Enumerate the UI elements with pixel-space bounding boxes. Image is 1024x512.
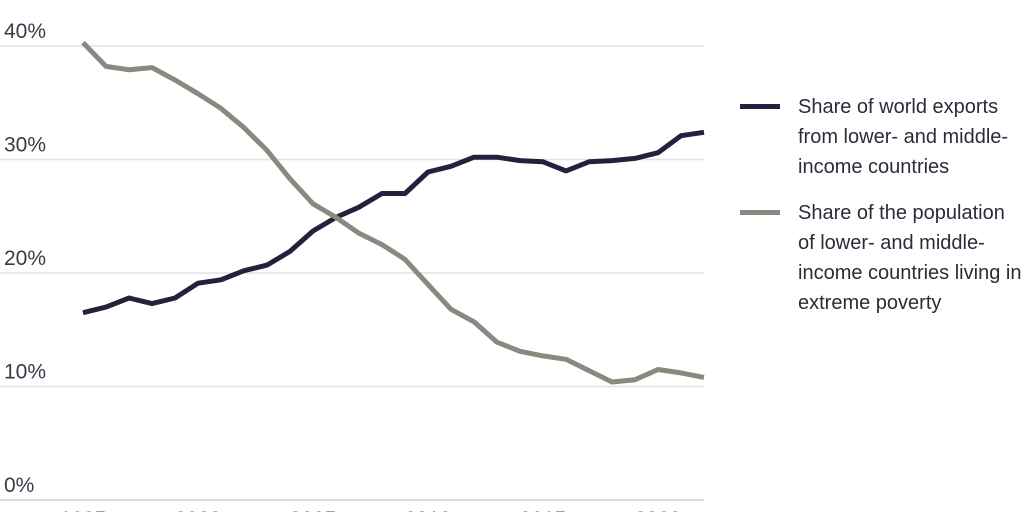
x-tick-label-2015: 2015 xyxy=(520,508,567,512)
legend-swatch-poverty xyxy=(740,210,780,215)
legend-item-exports: Share of world exports from lower- and m… xyxy=(740,92,1024,182)
series-line-exports xyxy=(82,129,705,316)
x-tick-label-1995: 1995 xyxy=(60,508,107,512)
y-tick-label-10: 10% xyxy=(4,361,46,384)
x-tick-label-2005: 2005 xyxy=(290,508,337,512)
y-tick-label-40: 40% xyxy=(4,20,46,43)
legend-item-poverty: Share of the population of lower- and mi… xyxy=(740,198,1024,318)
legend-swatch-exports xyxy=(740,104,780,109)
legend: Share of world exports from lower- and m… xyxy=(740,92,1024,334)
x-tick-label-2010: 2010 xyxy=(405,508,452,512)
x-tick-label-2020: 2020 xyxy=(635,508,682,512)
x-tick-label-2000: 2000 xyxy=(175,508,222,512)
y-tick-label-20: 20% xyxy=(4,247,46,270)
y-tick-label-0: 0% xyxy=(4,474,34,497)
legend-label-exports: Share of world exports from lower- and m… xyxy=(798,96,1009,178)
series-line-poverty xyxy=(81,40,705,385)
y-tick-label-30: 30% xyxy=(4,134,46,157)
legend-label-poverty: Share of the population of lower- and mi… xyxy=(798,202,1022,314)
